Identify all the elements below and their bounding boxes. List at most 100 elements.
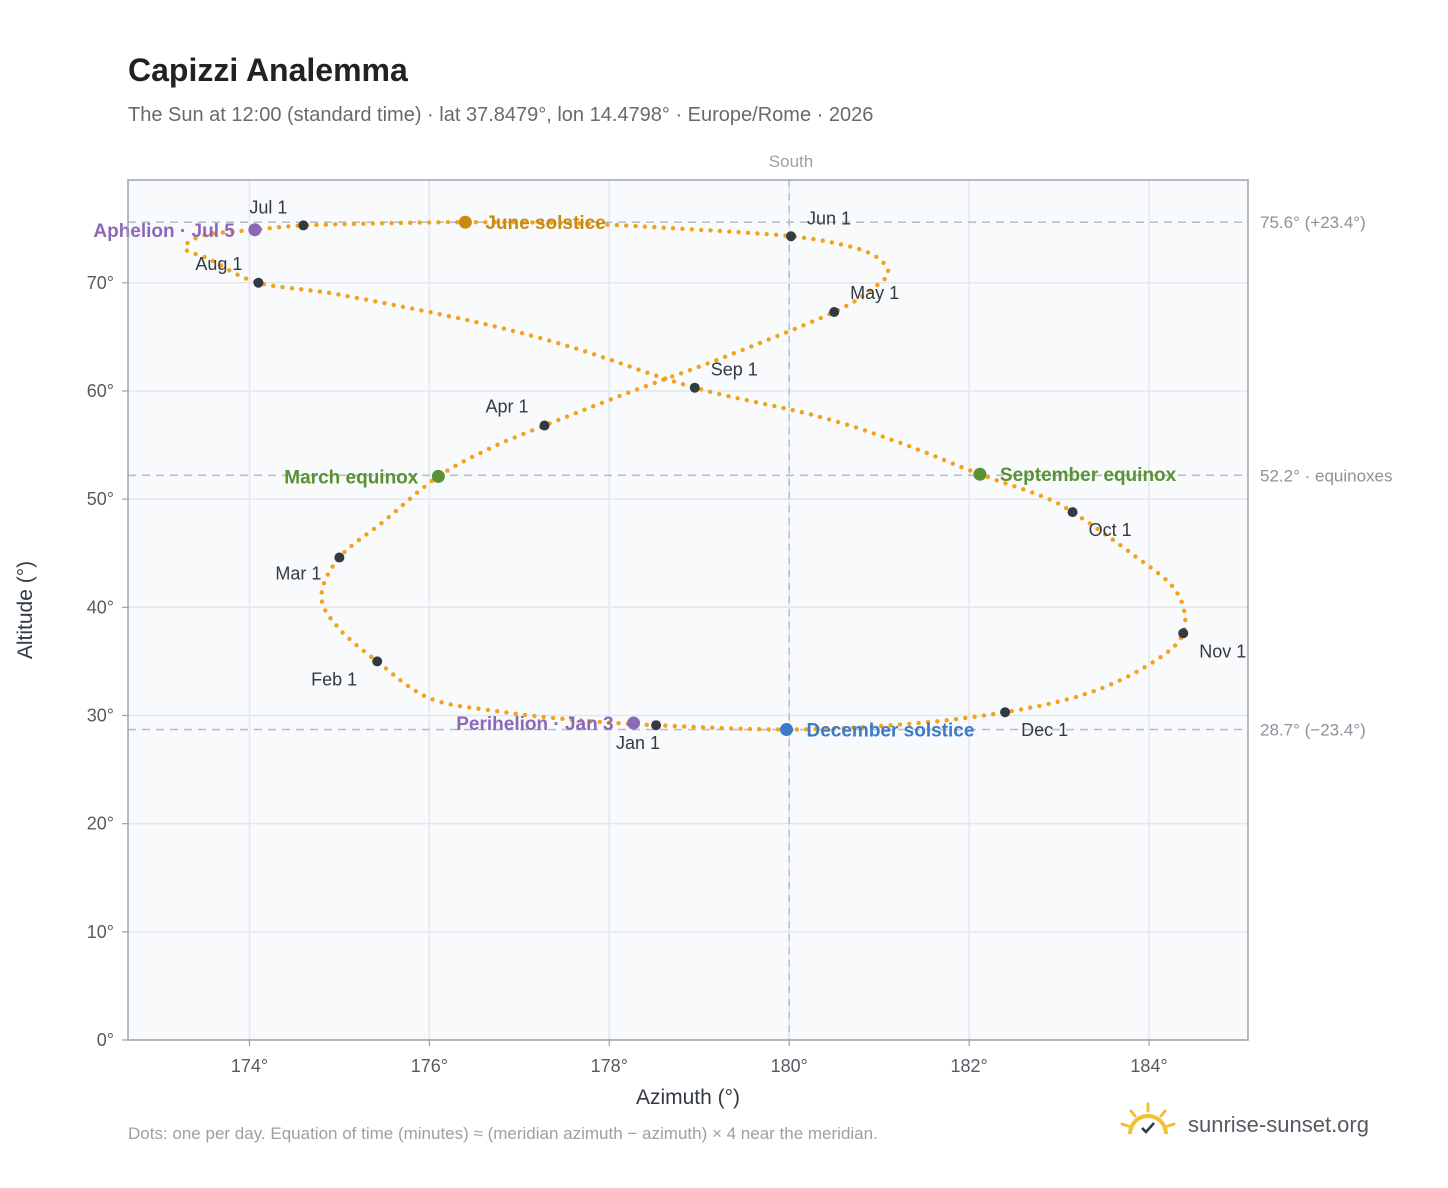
altitude-reference-label: 52.2° · equinoxes bbox=[1260, 466, 1393, 485]
daily-sun-dot bbox=[391, 302, 396, 308]
y-tick-label: 70° bbox=[87, 273, 114, 293]
x-tick-label: 176° bbox=[411, 1056, 448, 1076]
daily-sun-dot bbox=[193, 251, 198, 257]
daily-sun-dot bbox=[624, 223, 629, 228]
daily-sun-dot bbox=[1158, 655, 1163, 660]
month-marker-label: Sep 1 bbox=[711, 360, 758, 380]
daily-sun-dot bbox=[627, 364, 632, 369]
daily-sun-dot bbox=[963, 715, 968, 721]
daily-sun-dot bbox=[400, 304, 406, 309]
daily-sun-dot bbox=[757, 727, 762, 732]
daily-sun-dot bbox=[407, 496, 413, 501]
daily-sun-dot bbox=[1117, 678, 1122, 683]
daily-sun-dot bbox=[577, 221, 582, 226]
daily-sun-dot bbox=[383, 666, 389, 671]
meridian-label: South bbox=[769, 152, 813, 171]
daily-sun-dot bbox=[645, 370, 650, 375]
daily-sun-dot bbox=[550, 715, 556, 721]
month-marker-label: Jan 1 bbox=[616, 733, 660, 753]
daily-sun-dot bbox=[513, 711, 518, 716]
daily-sun-dot bbox=[1079, 516, 1085, 521]
daily-sun-dot bbox=[881, 260, 886, 265]
daily-sun-dot bbox=[705, 361, 710, 366]
month-marker-dot bbox=[1178, 628, 1189, 639]
daily-sun-dot bbox=[985, 474, 990, 480]
daily-sun-dot bbox=[682, 724, 687, 729]
daily-sun-dot bbox=[369, 654, 374, 659]
daily-sun-dot bbox=[652, 380, 657, 386]
daily-sun-dot bbox=[869, 724, 874, 729]
daily-sun-dot bbox=[351, 221, 357, 227]
daily-sun-dot bbox=[408, 220, 413, 225]
daily-sun-dot bbox=[811, 236, 816, 242]
daily-sun-dot bbox=[227, 268, 232, 273]
daily-sun-dot bbox=[520, 220, 526, 225]
daily-sun-dot bbox=[747, 726, 753, 732]
daily-sun-dot bbox=[393, 508, 398, 514]
daily-sun-dot bbox=[330, 564, 335, 569]
daily-sun-dot bbox=[522, 712, 528, 718]
daily-sun-dot bbox=[678, 371, 684, 376]
month-marker-dot bbox=[689, 382, 700, 393]
daily-sun-dot bbox=[745, 230, 751, 235]
daily-sun-dot bbox=[898, 440, 903, 446]
daily-sun-dot bbox=[483, 322, 488, 327]
y-tick-label: 0° bbox=[97, 1030, 114, 1050]
daily-sun-dot bbox=[633, 223, 638, 229]
daily-sun-dot bbox=[710, 725, 715, 730]
daily-sun-dot bbox=[616, 721, 621, 726]
y-tick-label: 40° bbox=[87, 597, 114, 617]
daily-sun-dot bbox=[736, 229, 741, 235]
daily-sun-dot bbox=[879, 723, 884, 729]
daily-sun-dot bbox=[860, 294, 865, 299]
footer-note: Dots: one per day. Equation of time (min… bbox=[128, 1124, 878, 1143]
daily-sun-dot bbox=[321, 581, 327, 586]
daily-sun-dot bbox=[1037, 703, 1042, 709]
daily-sun-dot bbox=[445, 468, 450, 473]
y-tick-label: 50° bbox=[87, 489, 114, 509]
daily-sun-dot bbox=[323, 222, 329, 227]
daily-sun-dot bbox=[699, 227, 704, 233]
daily-sun-dot bbox=[670, 226, 676, 231]
event-marker-label: Perihelion · Jan 3 bbox=[456, 714, 613, 735]
daily-sun-dot bbox=[485, 707, 491, 713]
event-marker-dot bbox=[780, 723, 794, 737]
daily-sun-dot bbox=[829, 240, 835, 245]
daily-sun-dot bbox=[841, 725, 846, 731]
daily-sun-dot bbox=[504, 710, 509, 715]
daily-sun-dot bbox=[907, 444, 912, 449]
daily-sun-dot bbox=[813, 726, 818, 732]
month-marker-dot bbox=[1067, 507, 1078, 518]
event-markers: June solstice December solstice March equi… bbox=[93, 213, 1176, 741]
daily-sun-dot bbox=[532, 713, 537, 719]
daily-sun-dot bbox=[810, 319, 815, 324]
daily-sun-dot bbox=[503, 438, 509, 444]
daily-sun-dot bbox=[1055, 501, 1061, 506]
daily-sun-dot bbox=[972, 714, 977, 719]
daily-sun-dot bbox=[569, 717, 574, 722]
daily-sun-dot bbox=[342, 549, 347, 555]
daily-sun-dot bbox=[714, 358, 719, 363]
daily-sun-dot bbox=[781, 405, 786, 411]
brand[interactable]: sunrise-sunset.org bbox=[1120, 1102, 1369, 1147]
daily-sun-dot bbox=[853, 425, 859, 430]
daily-sun-dot bbox=[696, 364, 701, 369]
month-marker-dot bbox=[334, 552, 345, 563]
daily-sun-dot bbox=[698, 387, 704, 392]
daily-sun-dot bbox=[567, 221, 573, 226]
daily-sun-dot bbox=[1183, 617, 1188, 623]
daily-sun-dot bbox=[363, 297, 369, 302]
month-marker-dot bbox=[829, 306, 840, 317]
daily-sun-dot bbox=[370, 221, 375, 226]
daily-sun-dot bbox=[556, 417, 561, 423]
daily-sun-dot bbox=[882, 276, 887, 282]
daily-sun-dot bbox=[857, 247, 862, 252]
event-marker-label: March equinox bbox=[284, 467, 419, 488]
month-marker-label: Mar 1 bbox=[275, 564, 321, 584]
daily-sun-dot bbox=[672, 723, 677, 729]
daily-sun-dot bbox=[916, 720, 921, 726]
daily-sun-dot bbox=[907, 721, 912, 727]
daily-sun-dot bbox=[1125, 548, 1131, 553]
daily-sun-dot bbox=[235, 272, 240, 277]
daily-sun-dot bbox=[652, 224, 657, 230]
